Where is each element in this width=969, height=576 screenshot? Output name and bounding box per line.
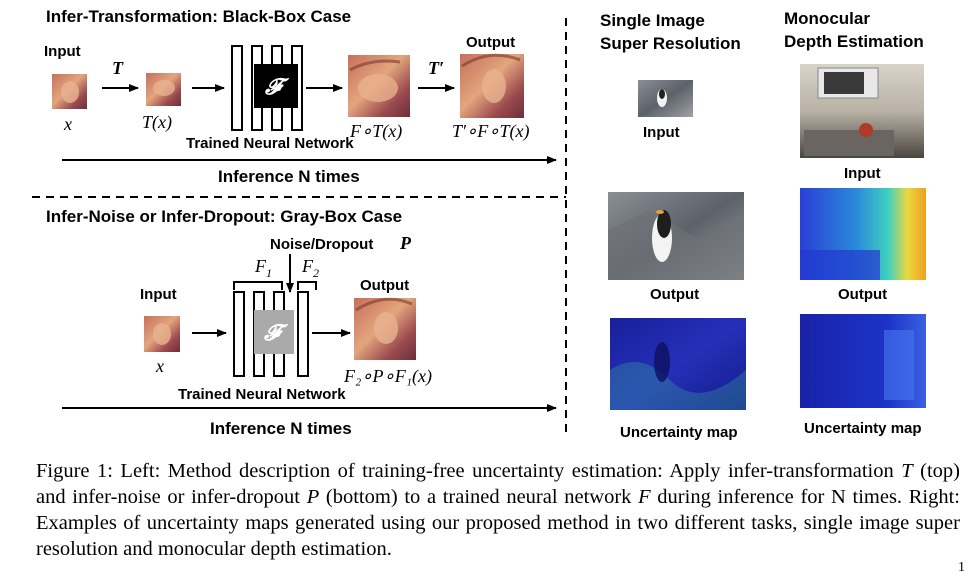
sr-uncertainty-label: Uncertainty map [620, 424, 738, 441]
depth-uncertainty-image [800, 314, 926, 408]
depth-uncertainty-label: Uncertainty map [804, 420, 922, 437]
bottom-x-symbol: x [155, 356, 164, 376]
network-output-image [348, 55, 410, 117]
bottom-input-image [144, 316, 180, 352]
top-inference-label: Inference N times [218, 167, 360, 186]
f2-label: F2 [301, 256, 319, 280]
bottom-output-label: Output [360, 277, 409, 294]
transformed-input-image [146, 73, 181, 106]
sr-input-image [638, 80, 693, 117]
top-x-symbol: x [63, 114, 72, 134]
figure-1: Infer-Transformation: Black-Box Case Inp… [32, 7, 926, 441]
sr-title-line2: Super Resolution [600, 34, 741, 53]
t-of-x-label: T(x) [142, 112, 172, 133]
depth-input-image [800, 64, 924, 158]
top-output-image [460, 53, 524, 118]
caption-symbol-t: T [901, 460, 913, 482]
sr-output-label: Output [650, 286, 699, 303]
f1-label: F1 [254, 256, 272, 280]
bottom-output-image [354, 297, 416, 360]
sr-input-label: Input [643, 124, 680, 141]
f-t-x-label: F∘T(x) [349, 121, 402, 142]
top-input-label: Input [44, 43, 81, 60]
sr-title-line1: Single Image [600, 11, 705, 30]
sr-output-image [608, 192, 744, 280]
depth-output-label: Output [838, 286, 887, 303]
figure-caption: Figure 1: Left: Method description of tr… [36, 458, 960, 562]
t-symbol: T [112, 58, 124, 78]
top-output-formula: T′∘F∘T(x) [452, 121, 529, 142]
bottom-section-title: Infer-Noise or Infer-Dropout: Gray-Box C… [46, 207, 402, 226]
f2-bracket [297, 281, 317, 290]
caption-part-1: Figure 1: Left: Method description of tr… [36, 460, 902, 482]
depth-title-line1: Monocular [784, 9, 870, 28]
depth-input-label: Input [844, 165, 881, 182]
t-prime-symbol: T′ [428, 58, 444, 78]
top-output-label: Output [466, 34, 515, 51]
sr-uncertainty-image [610, 318, 746, 410]
black-box-network [231, 45, 303, 131]
p-symbol: P [399, 233, 412, 253]
depth-output-image [800, 188, 926, 280]
bottom-inference-label: Inference N times [210, 419, 352, 438]
bottom-network-label: Trained Neural Network [178, 386, 346, 403]
bottom-input-label: Input [140, 286, 177, 303]
caption-symbol-p: P [306, 486, 320, 508]
top-network-label: Trained Neural Network [186, 135, 354, 152]
caption-part-3: (bottom) to a trained neural network [319, 486, 639, 508]
depth-title-line2: Depth Estimation [784, 32, 924, 51]
bottom-output-formula: F₂∘P∘F₁(x) [343, 366, 432, 387]
top-section-title: Infer-Transformation: Black-Box Case [46, 7, 351, 26]
gray-box-network [233, 291, 309, 377]
f1-bracket [233, 281, 283, 290]
top-input-image [52, 74, 87, 109]
caption-part-4: during inference for N times. Right: Exa… [36, 486, 960, 560]
page-mark: 1 [958, 560, 965, 575]
noise-label: Noise/Dropout [270, 236, 373, 253]
caption-part-2: (top) and infer-noise or infer-dropout [36, 460, 960, 508]
caption-symbol-f: F [638, 486, 651, 508]
